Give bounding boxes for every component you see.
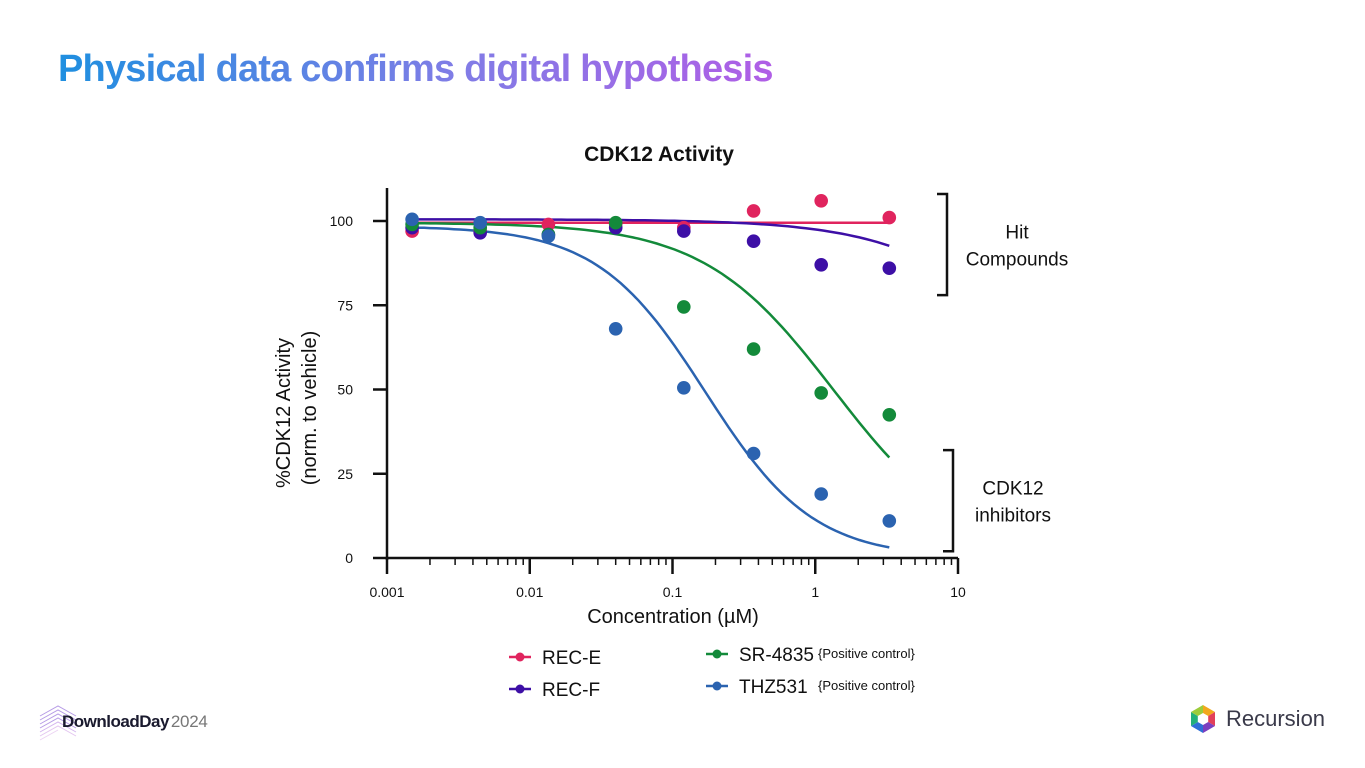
x-tick-label: 0.01 <box>516 584 543 600</box>
annotation-label: CDK12 <box>982 479 1043 500</box>
data-points <box>405 194 897 528</box>
point-rec-f <box>677 224 691 238</box>
legend-swatch-dot <box>515 684 525 694</box>
point-rec-f <box>814 258 828 272</box>
y-tick-label: 100 <box>330 213 354 229</box>
downloadday-logo: DownloadDay 2024 <box>38 700 208 744</box>
fit-curve-rec-f <box>412 218 890 247</box>
x-tick-label: 10 <box>950 584 966 600</box>
y-axis-title-line2: (norm. to vehicle) <box>299 331 321 486</box>
point-thz531 <box>608 322 623 336</box>
point-sr-4835 <box>746 342 761 356</box>
chart-title: CDK12 Activity <box>584 143 734 166</box>
recursion-wordmark: Recursion <box>1226 706 1326 731</box>
downloadday-mark-icon <box>39 705 77 741</box>
legend: REC-E REC-F SR-4835 {Positive control} THZ53… <box>509 645 915 701</box>
point-rec-e <box>746 204 761 218</box>
point-thz531 <box>405 212 419 227</box>
legend-label: THZ531 <box>739 677 808 698</box>
annotation-bracket <box>943 448 955 553</box>
point-thz531 <box>473 215 488 230</box>
page-title: Physical data confirms digital hypothesi… <box>58 48 774 90</box>
annotation-label: Hit <box>1005 223 1029 244</box>
point-sr-4835 <box>814 386 828 400</box>
x-tick-label: 1 <box>811 584 819 600</box>
point-thz531 <box>882 514 897 528</box>
annotation-bracket <box>937 192 949 297</box>
annotation-brackets: Hit Compounds CDK12 inhibitors <box>937 192 1068 553</box>
recursion-logo: Recursion <box>1188 704 1325 734</box>
point-rec-f <box>882 261 897 276</box>
legend-swatch-dot <box>712 649 722 659</box>
x-tick-label: 0.1 <box>663 584 683 600</box>
legend-note: {Positive control} <box>818 678 915 693</box>
x-tick-label: 0.001 <box>369 584 404 600</box>
annotation-label: Compounds <box>966 250 1068 271</box>
point-thz531 <box>541 229 556 243</box>
chart-axes <box>385 188 958 560</box>
point-thz531 <box>677 381 691 395</box>
point-thz531 <box>746 446 761 461</box>
y-tick-label: 50 <box>337 382 353 398</box>
point-sr-4835 <box>608 215 623 230</box>
y-axis-title-line1: %CDK12 Activity <box>273 338 295 488</box>
fit-curve-thz531 <box>412 226 890 549</box>
legend-label: SR-4835 <box>739 645 814 666</box>
y-tick-label: 75 <box>337 297 353 313</box>
legend-label: REC-E <box>542 648 601 669</box>
x-axis-title: Concentration (µM) <box>587 606 759 628</box>
point-sr-4835 <box>882 408 897 422</box>
point-rec-e <box>882 210 897 225</box>
x-ticks: 0.001 0.01 0.1 1 10 <box>369 558 966 600</box>
annotation-label: inhibitors <box>975 506 1051 527</box>
point-rec-e <box>541 217 556 232</box>
fit-curves <box>412 218 891 549</box>
legend-note: {Positive control} <box>818 646 915 661</box>
downloadday-year: 2024 <box>170 712 208 731</box>
downloadday-wordmark: DownloadDay <box>62 712 169 731</box>
legend-label: REC-F <box>542 680 600 701</box>
y-tick-label: 25 <box>337 466 353 482</box>
y-ticks: 0 25 50 75 100 <box>330 213 387 566</box>
legend-swatch-dot <box>712 681 722 691</box>
legend-swatch-dot <box>515 652 525 662</box>
point-sr-4835 <box>677 300 691 314</box>
point-thz531 <box>814 487 828 501</box>
fit-curve-sr-4835 <box>412 221 891 459</box>
point-rec-e <box>814 194 828 208</box>
point-rec-f <box>746 234 761 248</box>
recursion-hexagon-icon <box>1191 705 1215 733</box>
y-tick-label: 0 <box>345 550 353 566</box>
